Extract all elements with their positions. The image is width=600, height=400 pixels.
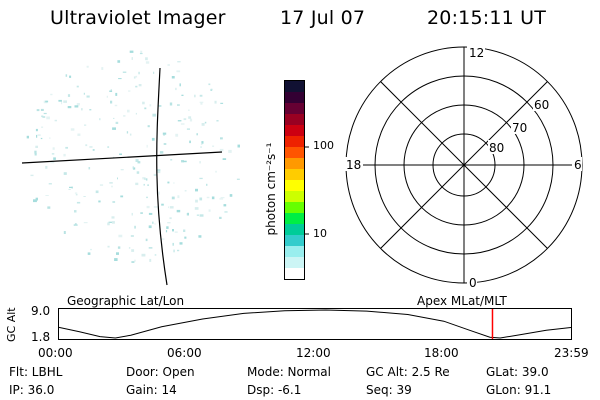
colorbar-band (285, 158, 304, 170)
polar-mlt-plot: 12 18 6 0 60 70 80 (345, 46, 583, 290)
timeline-y-tick-1-8: 1.8 (31, 330, 51, 344)
timeline-left-label: Geographic Lat/Lon (67, 294, 185, 308)
glon-info: GLon: 91.1 (486, 383, 552, 397)
ip-info: IP: 36.0 (9, 383, 55, 397)
latitude-line (21, 151, 223, 164)
altitude-timeline (58, 308, 573, 340)
lat-label-80: 80 (489, 141, 504, 155)
colorbar-band (285, 103, 304, 115)
colorbar-band (285, 81, 304, 93)
timeline-x-tick-0000: 00:00 (38, 346, 73, 360)
timeline-y-axis-label: GC Alt (5, 307, 18, 342)
colorbar-bands (285, 81, 304, 280)
colorbar-band (285, 235, 304, 247)
polar-diagonal (380, 81, 548, 249)
dsp-info: Dsp: -6.1 (247, 383, 302, 397)
lat-label-60: 60 (534, 98, 549, 112)
mode-info: Mode: Normal (247, 365, 331, 379)
colorbar-band (285, 213, 304, 225)
lat-label-70: 70 (512, 121, 527, 135)
colorbar (284, 80, 309, 280)
colorbar-band (285, 180, 304, 192)
geographic-image-panel (21, 50, 240, 286)
colorbar-band (285, 92, 304, 104)
colorbar-band (285, 169, 304, 181)
mlt-label-6: 6 (574, 158, 582, 172)
mlt-label-0: 0 (469, 276, 477, 290)
date-label: 17 Jul 07 (280, 7, 366, 29)
colorbar-band (285, 191, 304, 203)
timeline-x-tick-0600: 06:00 (167, 346, 202, 360)
timeline-y-tick-9: 9.0 (31, 304, 51, 318)
instrument-title: Ultraviolet Imager (50, 7, 226, 29)
colorbar-band (285, 268, 304, 280)
time-label: 20:15:11 UT (427, 7, 547, 29)
glat-info: GLat: 39.0 (486, 365, 549, 379)
door-info: Door: Open (126, 365, 195, 379)
timeline-x-tick-1200: 12:00 (296, 346, 331, 360)
gain-info: Gain: 14 (126, 383, 177, 397)
timeline-frame (58, 308, 572, 340)
longitude-line (156, 67, 168, 286)
colorbar-band (285, 125, 304, 137)
colorbar-band (285, 246, 304, 258)
filter-info: Flt: LBHL (9, 365, 63, 379)
colorbar-band (285, 257, 304, 269)
mlt-label-18: 18 (346, 158, 361, 172)
seq-info: Seq: 39 (366, 383, 412, 397)
colorbar-band (285, 147, 304, 159)
gc-alt-info: GC Alt: 2.5 Re (366, 365, 450, 379)
emission-speckles (26, 50, 240, 263)
mlt-label-12: 12 (469, 46, 484, 60)
colorbar-tick-label-100: 100 (313, 139, 334, 152)
timeline-right-label: Apex MLat/MLT (417, 294, 507, 308)
colorbar-band (285, 136, 304, 148)
colorbar-tick-label-10: 10 (313, 227, 327, 240)
timeline-x-tick-2359: 23:59 (554, 346, 589, 360)
colorbar-band (285, 114, 304, 126)
colorbar-frame (284, 80, 305, 280)
timeline-x-tick-1800: 18:00 (424, 346, 459, 360)
altitude-curve (58, 309, 573, 339)
colorbar-unit-label: photon cm⁻²s⁻¹ (264, 142, 278, 236)
colorbar-band (285, 224, 304, 236)
colorbar-band (285, 202, 304, 214)
